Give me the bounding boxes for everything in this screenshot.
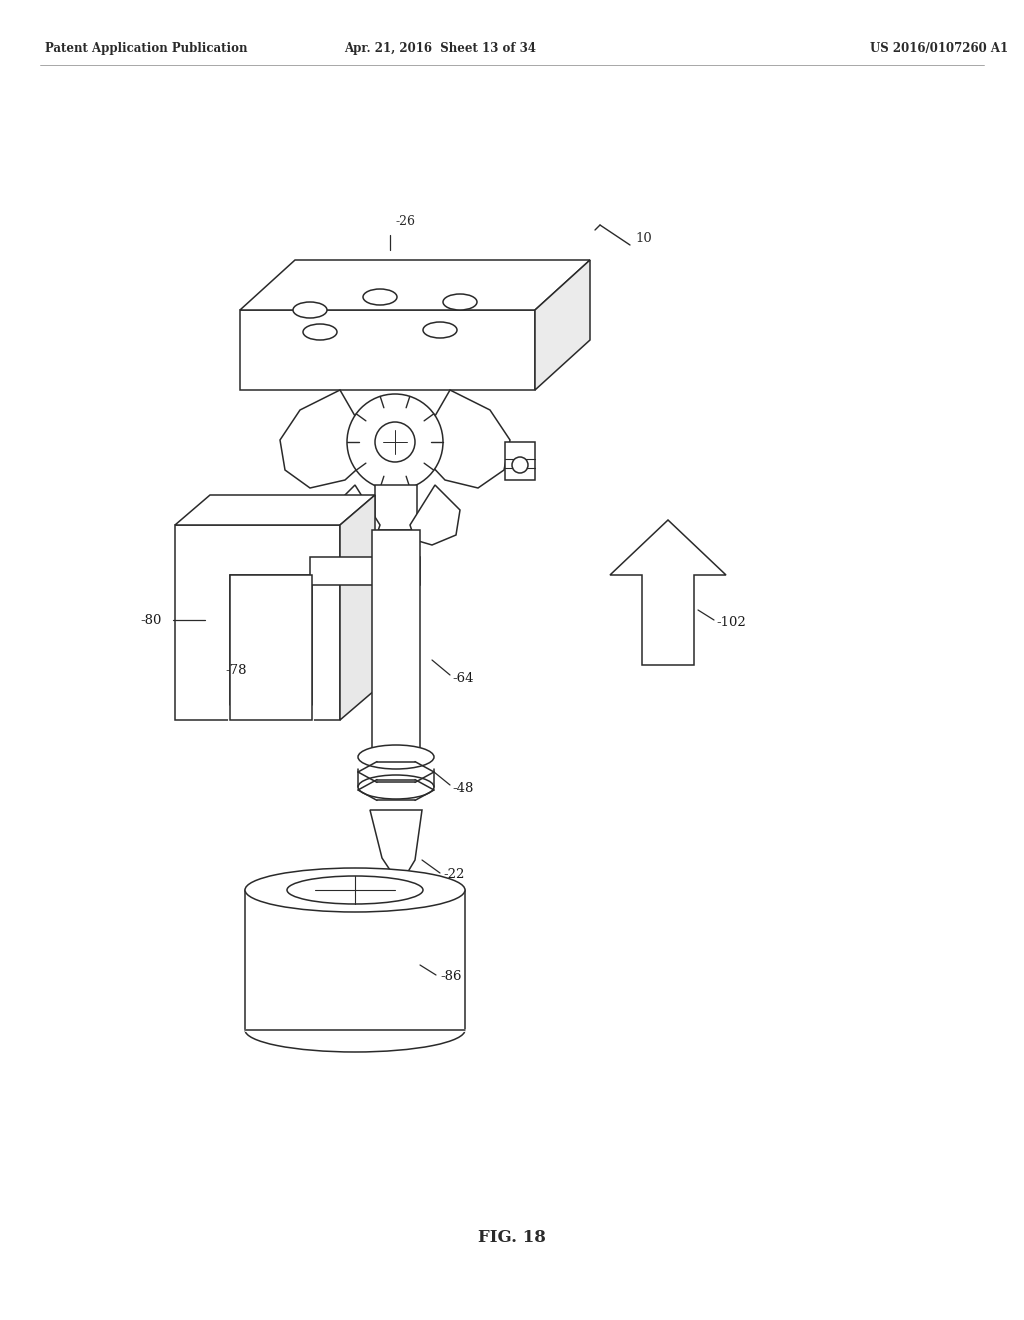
Polygon shape: [175, 495, 375, 525]
Bar: [375, 484, 417, 531]
Text: FIG. 18: FIG. 18: [478, 1229, 546, 1246]
Ellipse shape: [443, 294, 477, 310]
Ellipse shape: [358, 744, 434, 770]
Ellipse shape: [303, 323, 337, 341]
Bar: [310, 557, 420, 585]
Bar: [175, 525, 340, 719]
Polygon shape: [610, 520, 726, 665]
Text: -78: -78: [225, 664, 247, 676]
Ellipse shape: [358, 775, 434, 799]
Bar: [505, 442, 535, 480]
Polygon shape: [280, 389, 370, 488]
Text: -64: -64: [452, 672, 473, 685]
Polygon shape: [340, 495, 375, 719]
Text: 10: 10: [635, 232, 651, 246]
Polygon shape: [370, 810, 422, 884]
Ellipse shape: [375, 422, 415, 462]
Text: -102: -102: [716, 615, 745, 628]
Bar: [372, 531, 420, 760]
Bar: [230, 576, 312, 719]
Polygon shape: [420, 389, 510, 488]
Polygon shape: [330, 484, 380, 545]
Ellipse shape: [512, 457, 528, 473]
Ellipse shape: [287, 876, 423, 904]
Ellipse shape: [423, 322, 457, 338]
Ellipse shape: [245, 869, 465, 912]
Ellipse shape: [293, 302, 327, 318]
Text: -26: -26: [395, 215, 415, 228]
Ellipse shape: [347, 393, 443, 490]
Text: Apr. 21, 2016  Sheet 13 of 34: Apr. 21, 2016 Sheet 13 of 34: [344, 42, 536, 55]
Text: -86: -86: [440, 970, 462, 983]
Polygon shape: [535, 260, 590, 389]
Text: Patent Application Publication: Patent Application Publication: [45, 42, 248, 55]
Text: US 2016/0107260 A1: US 2016/0107260 A1: [870, 42, 1008, 55]
Text: -80: -80: [140, 614, 162, 627]
Polygon shape: [410, 484, 460, 545]
Text: -48: -48: [452, 781, 473, 795]
Ellipse shape: [362, 289, 397, 305]
Text: -22: -22: [443, 869, 464, 882]
Bar: [240, 310, 535, 389]
Polygon shape: [240, 260, 590, 310]
